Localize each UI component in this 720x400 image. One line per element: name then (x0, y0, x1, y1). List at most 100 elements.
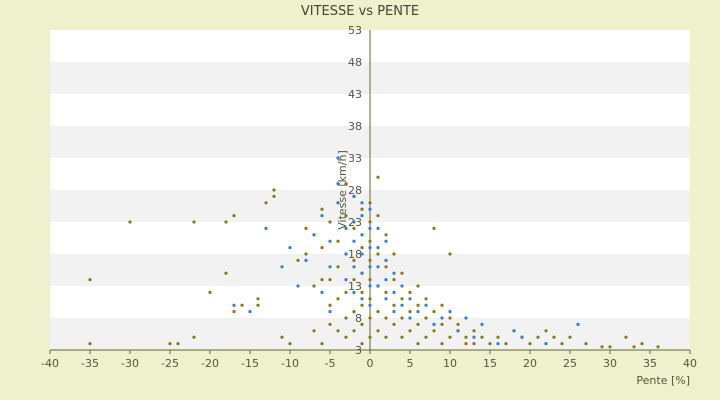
data-point (376, 310, 380, 314)
data-point (304, 252, 308, 256)
data-point (440, 303, 444, 307)
x-tick-label: 10 (443, 357, 457, 370)
data-point (304, 258, 308, 262)
tick-labels: -40 -35 -30 -25 -20 -15 -10 -5 0 5 10 15 20 25 30 35 40 3… (41, 24, 697, 370)
data-point (544, 342, 548, 346)
data-point (400, 335, 404, 339)
data-point (280, 335, 284, 339)
data-point (416, 310, 420, 314)
data-point (496, 342, 500, 346)
x-tick-label: 0 (367, 357, 374, 370)
data-point (488, 342, 492, 346)
data-point (432, 226, 436, 230)
data-point (312, 284, 316, 288)
data-point (480, 322, 484, 326)
data-point (328, 265, 332, 269)
data-point (384, 335, 388, 339)
data-point (344, 214, 348, 218)
data-point (560, 342, 564, 346)
data-point (568, 335, 572, 339)
data-point (368, 220, 372, 224)
data-point (376, 214, 380, 218)
data-point (424, 297, 428, 301)
data-point (424, 335, 428, 339)
data-point (360, 214, 364, 218)
data-point (368, 303, 372, 307)
data-point (328, 310, 332, 314)
data-point (192, 220, 196, 224)
data-point (336, 297, 340, 301)
data-point (368, 265, 372, 269)
x-tick-label: -20 (201, 357, 219, 370)
data-point (416, 342, 420, 346)
data-point (384, 316, 388, 320)
data-point (320, 207, 324, 211)
data-point (296, 258, 300, 262)
data-point (544, 329, 548, 333)
data-point (360, 252, 364, 256)
data-point (376, 265, 380, 269)
data-point (352, 194, 356, 198)
data-point (416, 303, 420, 307)
data-point (408, 329, 412, 333)
data-point (368, 316, 372, 320)
data-point (288, 342, 292, 346)
data-point (456, 322, 460, 326)
chart-title: VITESSE vs PENTE (301, 4, 419, 19)
data-point (248, 310, 252, 314)
data-point (328, 239, 332, 243)
data-point (344, 335, 348, 339)
data-point (344, 252, 348, 256)
data-point (320, 290, 324, 294)
data-point (360, 201, 364, 205)
data-point (512, 329, 516, 333)
data-point (408, 310, 412, 314)
data-point (344, 182, 348, 186)
data-points (88, 156, 660, 349)
data-point (528, 342, 532, 346)
data-point (464, 316, 468, 320)
data-point (368, 226, 372, 230)
data-point (344, 278, 348, 282)
data-point (584, 342, 588, 346)
data-point (336, 239, 340, 243)
data-point (432, 329, 436, 333)
data-point (336, 182, 340, 186)
data-point (264, 201, 268, 205)
data-point (192, 335, 196, 339)
data-point (376, 175, 380, 179)
data-point (640, 342, 644, 346)
data-point (440, 342, 444, 346)
data-point (344, 226, 348, 230)
data-point (352, 329, 356, 333)
data-point (128, 220, 132, 224)
data-point (328, 220, 332, 224)
y-tick-label: 38 (348, 120, 362, 133)
data-point (328, 322, 332, 326)
data-point (336, 156, 340, 160)
data-point (400, 297, 404, 301)
data-point (368, 239, 372, 243)
data-point (296, 284, 300, 288)
data-point (352, 220, 356, 224)
data-point (256, 297, 260, 301)
data-point (520, 335, 524, 339)
data-point (352, 278, 356, 282)
x-tick-label: -35 (81, 357, 99, 370)
data-point (424, 303, 428, 307)
data-point (656, 345, 660, 349)
data-point (392, 290, 396, 294)
data-point (384, 290, 388, 294)
data-point (344, 316, 348, 320)
data-point (472, 335, 476, 339)
data-point (368, 284, 372, 288)
data-point (376, 329, 380, 333)
data-point (368, 246, 372, 250)
data-point (360, 233, 364, 237)
data-point (368, 335, 372, 339)
data-point (552, 335, 556, 339)
data-point (328, 303, 332, 307)
data-point (376, 284, 380, 288)
data-point (624, 335, 628, 339)
data-point (464, 335, 468, 339)
